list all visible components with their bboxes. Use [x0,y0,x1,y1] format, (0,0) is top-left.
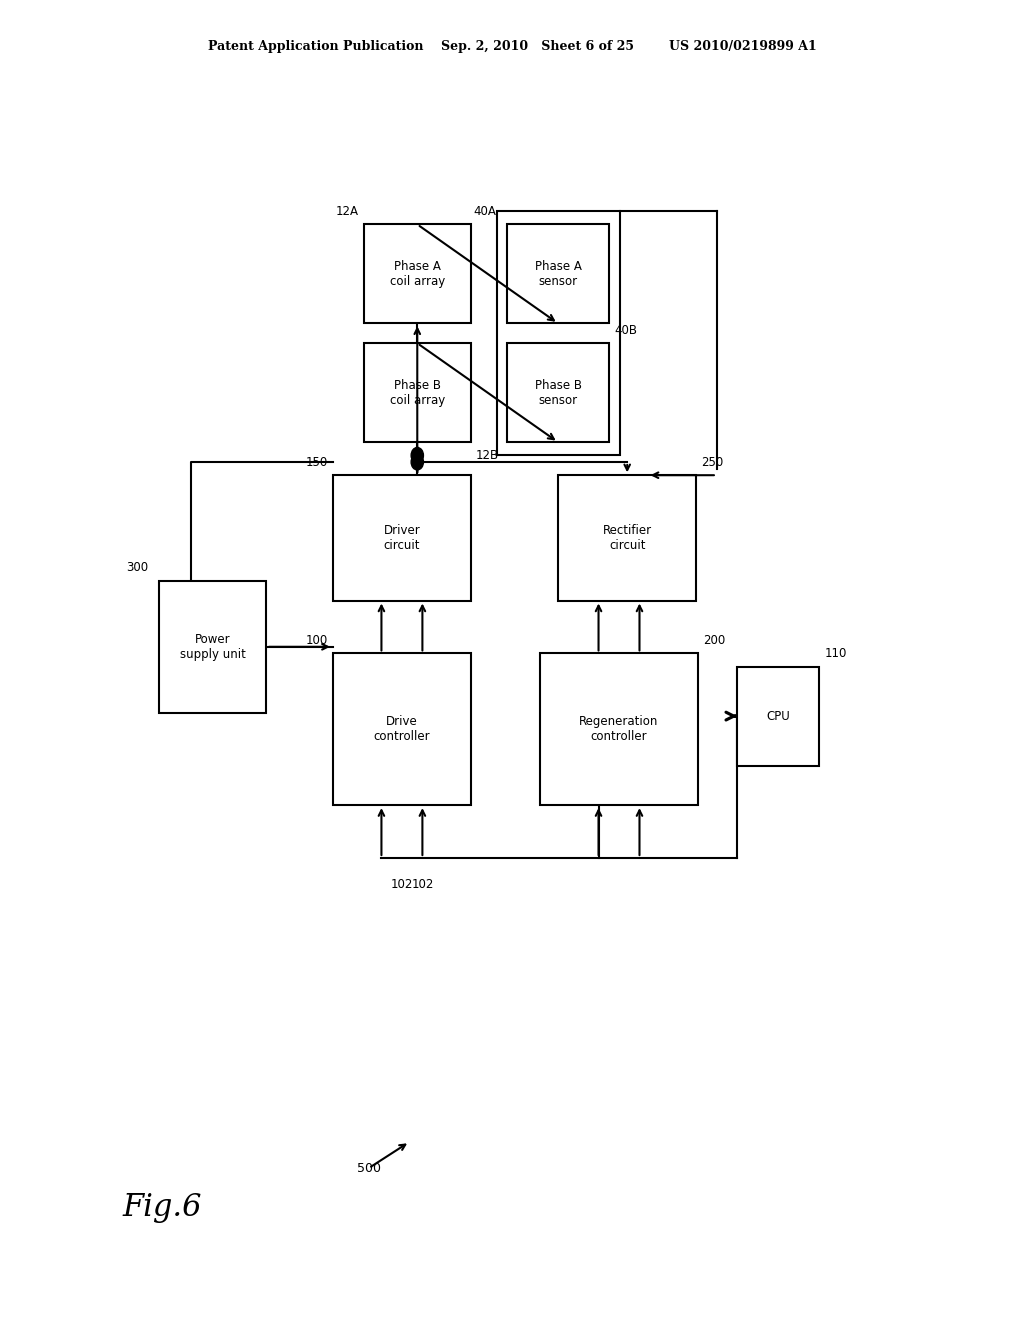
FancyBboxPatch shape [333,653,471,805]
Text: 200: 200 [703,634,726,647]
Text: Phase B
sensor: Phase B sensor [535,379,582,407]
Text: Patent Application Publication    Sep. 2, 2010   Sheet 6 of 25        US 2010/02: Patent Application Publication Sep. 2, 2… [208,40,816,53]
Text: 12B: 12B [476,449,500,462]
Text: Fig.6: Fig.6 [123,1192,203,1224]
Text: Rectifier
circuit: Rectifier circuit [603,524,651,552]
Text: 102: 102 [412,878,433,891]
FancyBboxPatch shape [737,667,819,766]
Text: 100: 100 [305,634,328,647]
FancyBboxPatch shape [507,343,609,442]
Text: Power
supply unit: Power supply unit [179,632,246,661]
Text: 110: 110 [824,647,847,660]
Text: 102: 102 [391,878,413,891]
Text: 500: 500 [356,1162,381,1175]
FancyBboxPatch shape [364,343,471,442]
Circle shape [411,454,424,470]
Text: 40B: 40B [614,323,637,337]
Text: Regeneration
controller: Regeneration controller [580,715,658,743]
Text: 300: 300 [126,561,148,574]
Text: Driver
circuit: Driver circuit [384,524,420,552]
Text: Phase A
sensor: Phase A sensor [535,260,582,288]
Text: Phase B
coil array: Phase B coil array [390,379,444,407]
Text: 250: 250 [701,455,724,469]
Text: Drive
controller: Drive controller [374,715,430,743]
FancyBboxPatch shape [364,224,471,323]
FancyBboxPatch shape [333,475,471,601]
Text: 40A: 40A [474,205,497,218]
FancyBboxPatch shape [540,653,698,805]
Text: CPU: CPU [766,710,791,722]
Circle shape [411,447,424,463]
FancyBboxPatch shape [159,581,266,713]
Text: 150: 150 [305,455,328,469]
Text: Phase A
coil array: Phase A coil array [390,260,444,288]
FancyBboxPatch shape [507,224,609,323]
Text: 12A: 12A [336,205,358,218]
FancyBboxPatch shape [558,475,696,601]
